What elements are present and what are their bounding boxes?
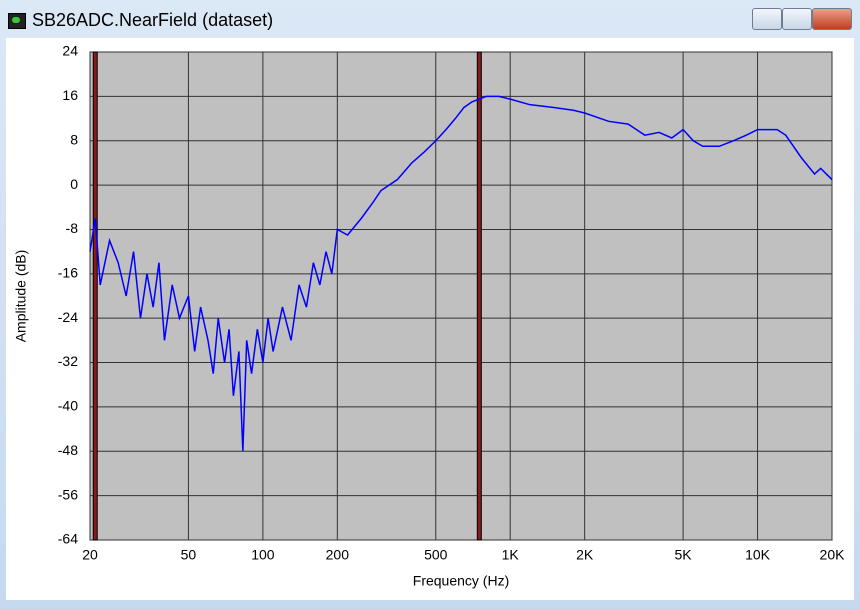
x-tick-label: 5K (675, 547, 693, 563)
y-tick-label: -8 (66, 220, 79, 236)
y-tick-label: 24 (62, 43, 78, 59)
x-tick-label: 10K (745, 547, 771, 563)
window-icon (8, 13, 26, 29)
y-tick-label: -64 (58, 531, 78, 547)
y-tick-label: 0 (70, 176, 78, 192)
plot-area (89, 51, 833, 541)
y-tick-label: 16 (62, 87, 78, 103)
close-button[interactable] (812, 8, 852, 30)
y-axis-label: Amplitude (dB) (13, 250, 29, 343)
y-tick-label: -24 (58, 309, 78, 325)
marker-line (92, 51, 98, 541)
y-tick-label: -16 (58, 265, 78, 281)
x-tick-label: 1K (502, 547, 520, 563)
x-tick-label: 50 (181, 547, 197, 563)
x-tick-label: 20K (820, 547, 846, 563)
y-tick-label: -40 (58, 398, 78, 414)
marker-line (476, 51, 482, 541)
x-tick-label: 500 (424, 547, 448, 563)
title-bar: SB26ADC.NearField (dataset) (0, 0, 860, 40)
y-tick-label: 8 (70, 131, 78, 147)
maximize-button[interactable] (782, 8, 812, 30)
data-line (89, 95, 833, 452)
x-tick-label: 2K (576, 547, 594, 563)
x-tick-label: 20 (82, 547, 98, 563)
x-tick-label: 100 (251, 547, 275, 563)
y-tick-label: -56 (58, 486, 78, 502)
x-axis-label: Frequency (Hz) (413, 573, 509, 589)
window-title: SB26ADC.NearField (dataset) (32, 10, 274, 30)
y-tick-label: -48 (58, 442, 78, 458)
x-tick-label: 200 (326, 547, 350, 563)
minimize-button[interactable] (752, 8, 782, 30)
y-tick-label: -32 (58, 353, 78, 369)
